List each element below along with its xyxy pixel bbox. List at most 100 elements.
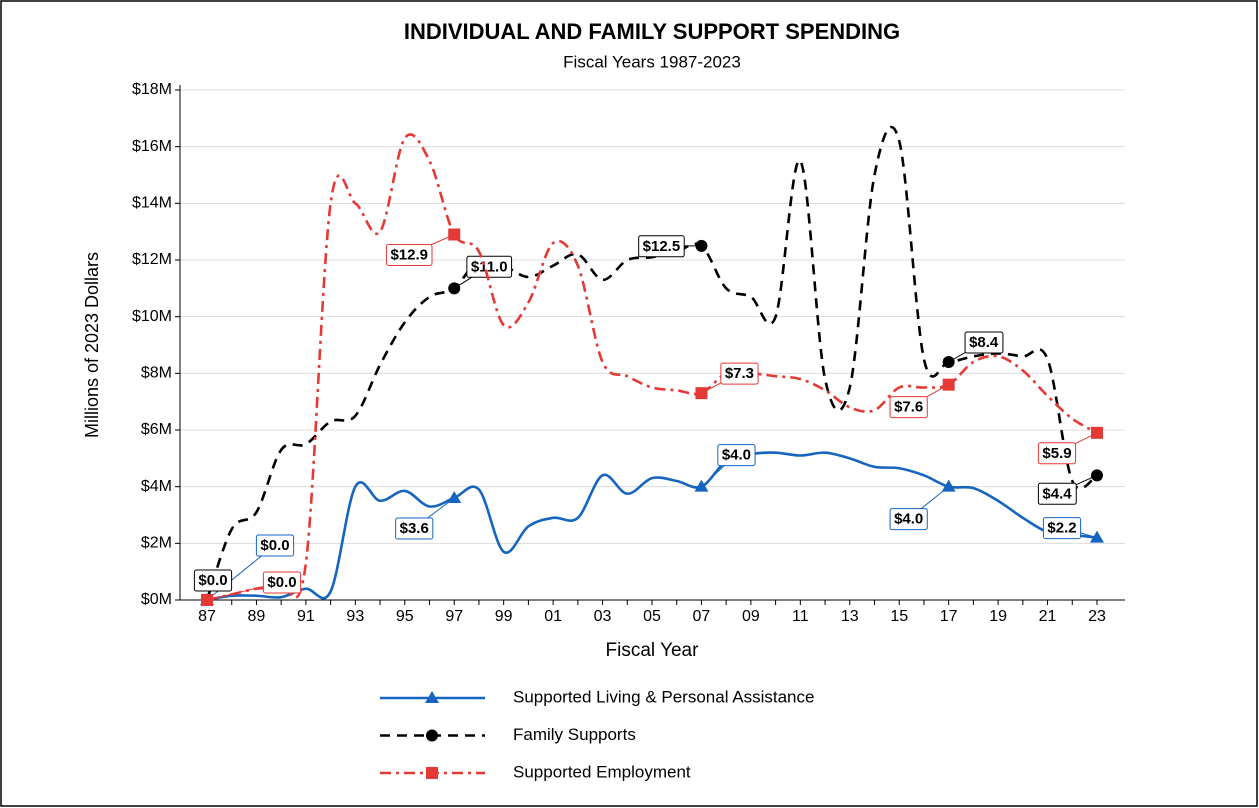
y-tick-label: $4M (141, 478, 172, 495)
data-label: $7.6 (889, 396, 928, 419)
legend-label: Supported Living & Personal Assistance (513, 687, 814, 706)
data-label-text: $3.6 (400, 520, 429, 537)
label-box (262, 571, 302, 594)
x-tick-label: 87 (198, 608, 216, 625)
y-tick-label: $2M (141, 535, 172, 552)
y-tick-label: $8M (141, 365, 172, 382)
data-label-text: $4.0 (894, 511, 923, 528)
x-tick-label: 93 (346, 608, 364, 625)
label-box (1037, 482, 1077, 505)
label-box (1037, 442, 1077, 465)
y-tick-label: $10M (132, 308, 172, 325)
data-label-text: $8.4 (969, 334, 999, 351)
x-tick-label: 05 (643, 608, 661, 625)
x-tick-label: 23 (1088, 608, 1106, 625)
y-tick-label: $6M (141, 421, 172, 438)
data-label: $0.0 (255, 534, 295, 557)
label-box (395, 517, 434, 540)
marker (1091, 426, 1103, 439)
data-label-text: $4.4 (1042, 485, 1072, 502)
label-box (385, 243, 433, 266)
data-label: $0.0 (193, 569, 233, 592)
label-box (255, 534, 295, 557)
y-tick-label: $12M (132, 251, 172, 268)
marker (448, 282, 461, 295)
y-tick-label: $18M (132, 81, 172, 98)
legend-marker (426, 767, 438, 779)
data-label-text: $7.3 (725, 365, 754, 382)
legend-marker (426, 729, 438, 742)
label-box (717, 444, 756, 467)
label-box (638, 235, 685, 258)
data-label-text: $0.0 (267, 574, 296, 591)
marker (1090, 530, 1104, 543)
marker (942, 378, 955, 391)
marker (695, 239, 708, 252)
marker (694, 479, 709, 492)
x-tick-label: 11 (792, 608, 809, 625)
marker (1091, 469, 1103, 482)
x-tick-label: 99 (495, 608, 513, 625)
data-label: $4.0 (889, 508, 928, 531)
data-label: $12.5 (638, 235, 685, 258)
data-label-text: $7.6 (894, 399, 923, 416)
y-tick-label: $14M (132, 195, 172, 212)
data-label: $7.3 (720, 362, 759, 385)
x-tick-label: 89 (248, 608, 266, 625)
label-box (720, 362, 759, 385)
data-label: $11.0 (466, 255, 513, 278)
data-label-text: $12.9 (390, 246, 428, 263)
data-label-text: $4.0 (722, 447, 751, 464)
x-tick-label: 13 (841, 608, 859, 625)
x-tick-label: 09 (742, 608, 760, 625)
legend-label: Family Supports (513, 725, 636, 744)
data-label-text: $12.5 (643, 238, 681, 255)
label-box (193, 569, 233, 592)
x-axis-title: Fiscal Year (606, 640, 700, 661)
series-line (206, 133, 1098, 602)
data-label-text: $2.2 (1047, 520, 1076, 537)
label-box (1042, 517, 1082, 540)
legend-marker (425, 691, 439, 703)
x-tick-label: 15 (890, 608, 908, 625)
x-tick-label: 07 (693, 608, 711, 625)
data-label: $5.9 (1037, 442, 1077, 465)
data-label: $3.6 (395, 517, 434, 540)
label-box (889, 508, 928, 531)
x-tick-label: 91 (297, 608, 315, 625)
x-tick-label: 01 (544, 608, 562, 625)
x-tick-label: 21 (1039, 608, 1057, 625)
data-label: $0.0 (262, 571, 302, 594)
marker (942, 356, 955, 368)
x-tick-label: 19 (989, 608, 1007, 625)
chart-title: INDIVIDUAL AND FAMILY SUPPORT SPENDING (404, 19, 900, 44)
marker (447, 491, 462, 503)
label-box (964, 331, 1004, 354)
data-label: $2.2 (1042, 517, 1082, 540)
x-tick-label: 03 (594, 608, 612, 625)
y-axis-title: Millions of 2023 Dollars (82, 252, 102, 438)
data-label: $4.4 (1037, 482, 1077, 505)
y-tick-label: $16M (132, 138, 172, 155)
y-tick-label: $0M (141, 591, 172, 608)
data-label-text: $5.9 (1042, 445, 1071, 462)
data-label: $4.0 (717, 444, 756, 467)
data-label-text: $11.0 (471, 258, 508, 275)
chart-subtitle: Fiscal Years 1987-2023 (563, 52, 741, 71)
marker (941, 479, 956, 492)
marker (448, 228, 461, 241)
marker (201, 594, 213, 606)
x-tick-label: 97 (445, 608, 463, 625)
label-box (889, 396, 928, 419)
data-label: $12.9 (385, 243, 433, 266)
x-tick-label: 95 (396, 608, 414, 625)
data-label-text: $0.0 (260, 537, 289, 554)
x-tick-label: 17 (940, 608, 958, 625)
data-label-text: $0.0 (198, 572, 227, 589)
legend-label: Supported Employment (513, 762, 691, 781)
label-box (466, 255, 513, 278)
data-label: $8.4 (964, 331, 1004, 354)
marker (695, 387, 708, 400)
